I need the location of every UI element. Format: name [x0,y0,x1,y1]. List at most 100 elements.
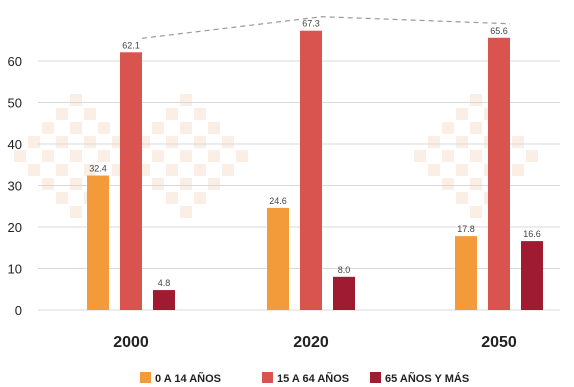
x-tick-label: 2020 [293,334,329,351]
pattern-square [470,122,482,134]
pattern-square [456,192,468,204]
pattern-square [14,150,26,162]
pattern-square [98,150,110,162]
pattern-square [166,192,178,204]
pattern-square [428,136,440,148]
pattern-square [470,178,482,190]
pattern-square [56,164,68,176]
pattern-square [166,108,178,120]
pattern-square [194,136,206,148]
pattern-square [28,164,40,176]
pattern-square [152,178,164,190]
legend-label: 15 A 64 AÑOS [277,372,349,385]
bar-65-a-os-y-m-s-2020 [333,276,355,310]
pattern-square [28,136,40,148]
trend-line [141,16,511,39]
data-label: 32.4 [89,164,107,174]
bar-15-a-64-a-os-2020 [300,30,322,311]
pattern-square [194,164,206,176]
data-label: 4.8 [158,278,171,288]
x-tick-label: 2050 [481,334,517,351]
pattern-square [70,122,82,134]
trend-line-group [141,16,511,39]
data-label: 65.6 [490,26,508,36]
pattern-square [70,94,82,106]
pattern-square [194,108,206,120]
pattern-square [180,206,192,218]
pattern-square [222,136,234,148]
pattern-square [414,150,426,162]
legend-label: 0 A 14 AÑOS [155,372,221,385]
pattern-square [442,178,454,190]
pattern-square [208,122,220,134]
pattern-square [456,108,468,120]
pattern-square [42,150,54,162]
pattern-square [70,206,82,218]
legend-swatch [262,372,273,383]
data-labels: 32.4 24.6 17.8 62.1 67.3 65.6 4.8 8.0 16.6 [89,19,541,288]
y-tick-label: 50 [8,96,22,111]
pattern-square [428,164,440,176]
pattern-square [442,150,454,162]
pattern-square [222,164,234,176]
legend-label: 65 AÑOS Y MÁS [385,372,469,385]
pattern-square [70,150,82,162]
pattern-square [152,150,164,162]
pattern-square [180,178,192,190]
pattern-square [470,206,482,218]
data-label: 17.8 [457,224,475,234]
data-label: 24.6 [269,196,287,206]
bar-15-a-64-a-os-2050 [488,37,510,310]
pattern-square [456,136,468,148]
pattern-square [180,122,192,134]
pattern-square [442,122,454,134]
y-tick-label: 0 [15,303,22,318]
pattern-square [84,108,96,120]
pattern-square [152,122,164,134]
data-label: 62.1 [122,40,140,50]
bar-0-a-14-a-os-2050 [455,236,477,310]
bar-65-a-os-y-m-s-2050 [521,241,543,310]
pattern-square [194,192,206,204]
pattern-square [180,150,192,162]
y-tick-label: 10 [8,262,22,277]
pattern-square [236,150,248,162]
pattern-square [208,150,220,162]
pattern-square [56,108,68,120]
data-label: 67.3 [302,19,320,29]
pattern-square [166,164,178,176]
bar-15-a-64-a-os-2000 [120,52,142,310]
bar-65-a-os-y-m-s-2000 [153,290,175,310]
y-tick-label: 30 [8,179,22,194]
pattern-square [70,178,82,190]
y-axis-ticks: 0 10 20 30 40 50 60 [8,54,22,318]
x-axis-ticks: 2000 2020 2050 [113,334,517,351]
pattern-square [42,122,54,134]
pattern-square [512,136,524,148]
data-label: 16.6 [523,229,541,239]
pattern-square [98,122,110,134]
bar-0-a-14-a-os-2000 [87,175,109,310]
pattern-square [208,178,220,190]
legend: 0 A 14 AÑOS 15 A 64 AÑOS 65 AÑOS Y MÁS [140,372,469,385]
pattern-square [84,136,96,148]
pattern-square [470,150,482,162]
y-tick-label: 20 [8,220,22,235]
pattern-square [84,164,96,176]
pattern-square [470,94,482,106]
pattern-square [512,164,524,176]
y-tick-label: 60 [8,54,22,69]
pattern-square [526,150,538,162]
pattern-square [42,178,54,190]
x-tick-label: 2000 [113,334,149,351]
pattern-square [456,164,468,176]
data-label: 8.0 [338,265,351,275]
pattern-square [56,192,68,204]
y-tick-label: 40 [8,137,22,152]
pattern-square [56,136,68,148]
bar-0-a-14-a-os-2020 [267,207,289,310]
pattern-square [180,94,192,106]
pattern-square [166,136,178,148]
legend-swatch [140,372,151,383]
legend-swatch [370,372,381,383]
